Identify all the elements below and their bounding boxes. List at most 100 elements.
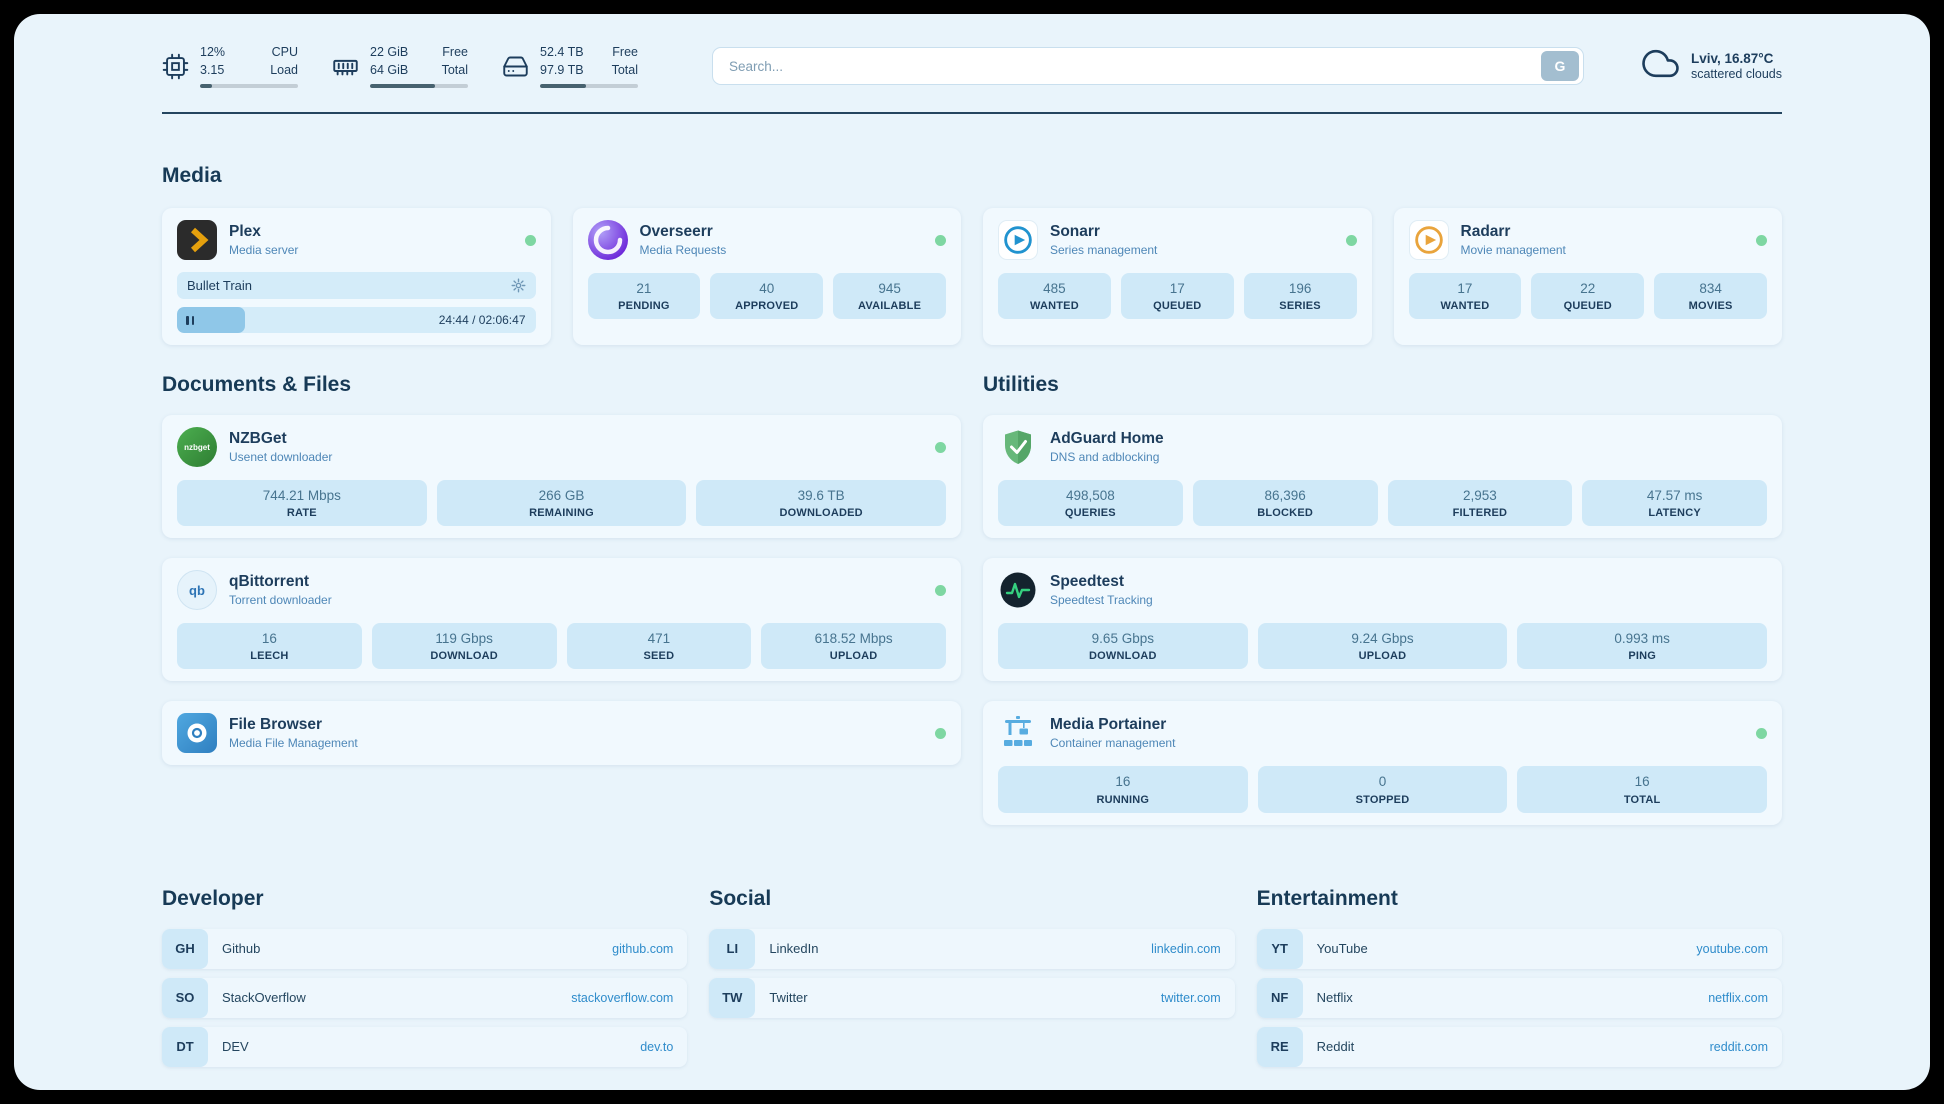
bookmark-url[interactable]: youtube.com bbox=[1696, 941, 1768, 956]
stat-box: 471 SEED bbox=[566, 623, 752, 670]
service-card-nzbget[interactable]: nzbget NZBGet Usenet downloader 744.21 M… bbox=[162, 415, 961, 539]
stat-box: 9.65 Gbps DOWNLOAD bbox=[998, 623, 1248, 670]
bookmark-badge: GH bbox=[162, 928, 208, 969]
cpu-progress-bar bbox=[200, 84, 298, 88]
stat-box: 22 QUEUED bbox=[1531, 273, 1645, 320]
now-playing-title: Bullet Train bbox=[187, 278, 253, 293]
weather-widget: Lviv, 16.87°C scattered clouds bbox=[1642, 45, 1782, 87]
disk-total-label: Total bbox=[611, 62, 638, 77]
bookmark-youtube[interactable]: YT YouTube youtube.com bbox=[1256, 928, 1782, 969]
stat-box: 618.52 Mbps UPLOAD bbox=[761, 623, 946, 670]
bookmark-url[interactable]: netflix.com bbox=[1708, 990, 1768, 1005]
stat-box: 0 STOPPED bbox=[1257, 766, 1508, 813]
status-online-dot bbox=[935, 727, 946, 739]
service-card-filebrowser[interactable]: File Browser Media File Management bbox=[162, 701, 961, 766]
search-engine-button[interactable]: G bbox=[1540, 51, 1579, 81]
stat-box: 86,396 BLOCKED bbox=[1192, 480, 1378, 527]
speedtest-icon bbox=[998, 570, 1038, 610]
ram-total-value: 64 GiB bbox=[370, 62, 409, 77]
nzbget-icon: nzbget bbox=[177, 427, 217, 467]
header-divider bbox=[162, 112, 1782, 114]
service-title: AdGuard Home bbox=[1050, 430, 1164, 447]
service-subtitle: Media Requests bbox=[639, 243, 727, 257]
playback-progress-bar[interactable]: 24:44 / 02:06:47 bbox=[177, 307, 536, 333]
service-card-sonarr[interactable]: Sonarr Series management 485 WANTED 17 Q… bbox=[983, 208, 1372, 345]
bookmark-badge: TW bbox=[709, 977, 756, 1018]
service-subtitle: Torrent downloader bbox=[229, 593, 332, 608]
utilities-column: Utilities AdGuard Home DNS and adblockin… bbox=[983, 373, 1782, 845]
cloud-icon bbox=[1642, 45, 1679, 87]
service-title: qBittorrent bbox=[229, 573, 310, 591]
status-online-dot bbox=[524, 234, 536, 246]
bookmark-url[interactable]: twitter.com bbox=[1160, 990, 1221, 1005]
service-card-overseerr[interactable]: Overseerr Media Requests 21 PENDING 40 A… bbox=[572, 208, 961, 345]
section-title-media: Media bbox=[162, 164, 222, 187]
now-playing-row: Bullet Train bbox=[177, 272, 536, 299]
bookmark-url[interactable]: stackoverflow.com bbox=[571, 990, 674, 1005]
stat-box: 744.21 Mbps RATE bbox=[177, 480, 427, 527]
ram-free-label: Free bbox=[442, 45, 468, 59]
status-online-dot bbox=[1756, 234, 1767, 246]
service-subtitle: Series management bbox=[1050, 243, 1158, 257]
bookmark-dev[interactable]: DT DEV dev.to bbox=[162, 1026, 688, 1067]
stat-box: 119 Gbps DOWNLOAD bbox=[371, 623, 557, 670]
service-subtitle: Container management bbox=[1050, 736, 1176, 751]
bookmark-url[interactable]: linkedin.com bbox=[1151, 941, 1221, 956]
service-subtitle: Media File Management bbox=[229, 736, 358, 751]
bookmark-twitter[interactable]: TW Twitter twitter.com bbox=[709, 977, 1235, 1018]
cpu-load-value: 3.15 bbox=[200, 62, 225, 77]
service-subtitle: Speedtest Tracking bbox=[1050, 593, 1153, 608]
bookmark-url[interactable]: dev.to bbox=[640, 1039, 674, 1054]
section-title-utilities: Utilities bbox=[983, 373, 1059, 396]
bookmark-group-social: Social LI LinkedIn linkedin.com TW Twitt… bbox=[709, 887, 1235, 1027]
service-title: NZBGet bbox=[229, 430, 287, 447]
search-bar: G bbox=[712, 47, 1584, 85]
stat-box: 47.57 ms LATENCY bbox=[1582, 480, 1767, 527]
pause-icon[interactable] bbox=[186, 315, 194, 325]
bookmark-url[interactable]: reddit.com bbox=[1709, 1039, 1768, 1054]
disk-free-value: 52.4 TB bbox=[540, 45, 584, 59]
overseerr-icon bbox=[587, 220, 628, 260]
bookmark-stackoverflow[interactable]: SO StackOverflow stackoverflow.com bbox=[162, 977, 688, 1018]
stat-box: 9.24 Gbps UPLOAD bbox=[1257, 623, 1508, 670]
hard-drive-icon bbox=[502, 53, 529, 80]
bookmark-badge: DT bbox=[162, 1026, 208, 1067]
bookmark-url[interactable]: github.com bbox=[612, 941, 674, 956]
bookmark-netflix[interactable]: NF Netflix netflix.com bbox=[1256, 977, 1782, 1018]
ram-free-value: 22 GiB bbox=[370, 45, 409, 59]
bookmark-github[interactable]: GH Github github.com bbox=[162, 928, 688, 969]
bookmark-group-entertainment: Entertainment YT YouTube youtube.com NF … bbox=[1256, 887, 1782, 1076]
service-card-radarr[interactable]: Radarr Movie management 17 WANTED 22 QUE… bbox=[1393, 208, 1782, 345]
sonarr-icon bbox=[998, 220, 1038, 260]
service-card-portainer[interactable]: Media Portainer Container management 16 … bbox=[983, 701, 1782, 825]
filebrowser-icon bbox=[177, 713, 217, 754]
cpu-percent-value: 12% bbox=[200, 45, 226, 59]
weather-location: Lviv, 16.87°C bbox=[1690, 51, 1774, 66]
service-title: File Browser bbox=[229, 716, 323, 734]
stat-box: 16 TOTAL bbox=[1517, 766, 1767, 813]
service-card-adguard[interactable]: AdGuard Home DNS and adblocking 498,508 … bbox=[983, 415, 1782, 539]
ram-total-label: Total bbox=[441, 62, 468, 77]
bookmark-reddit[interactable]: RE Reddit reddit.com bbox=[1256, 1026, 1782, 1067]
service-card-plex[interactable]: Plex Media server Bullet Train 24 bbox=[162, 208, 551, 345]
stat-box: 498,508 QUERIES bbox=[998, 480, 1183, 527]
disk-free-row: 52.4 TB Free bbox=[540, 44, 638, 62]
section-title-developer: Developer bbox=[162, 886, 264, 910]
service-card-qbittorrent[interactable]: qb qBittorrent Torrent downloader 16 LEE… bbox=[162, 558, 961, 682]
gear-icon[interactable] bbox=[511, 278, 526, 293]
bookmark-linkedin[interactable]: LI LinkedIn linkedin.com bbox=[709, 928, 1235, 969]
service-card-speedtest[interactable]: Speedtest Speedtest Tracking 9.65 Gbps D… bbox=[983, 558, 1782, 682]
stat-box: 40 APPROVED bbox=[710, 273, 824, 320]
stat-box: 16 RUNNING bbox=[998, 766, 1248, 813]
service-subtitle: Media server bbox=[229, 243, 299, 257]
stat-box: 39.6 TB DOWNLOADED bbox=[696, 480, 946, 527]
stat-box: 834 MOVIES bbox=[1654, 273, 1767, 320]
status-online-dot bbox=[1345, 234, 1357, 246]
search-input[interactable] bbox=[717, 58, 1541, 74]
service-title: Sonarr bbox=[1050, 223, 1100, 240]
disk-total-value: 97.9 TB bbox=[540, 62, 584, 77]
disk-free-label: Free bbox=[612, 45, 638, 59]
bookmark-group-developer: Developer GH Github github.com SO StackO… bbox=[162, 886, 688, 1076]
disk-total-row: 97.9 TB Total bbox=[540, 62, 638, 80]
top-bar: 12% CPU 3.15 Load bbox=[162, 44, 1782, 88]
